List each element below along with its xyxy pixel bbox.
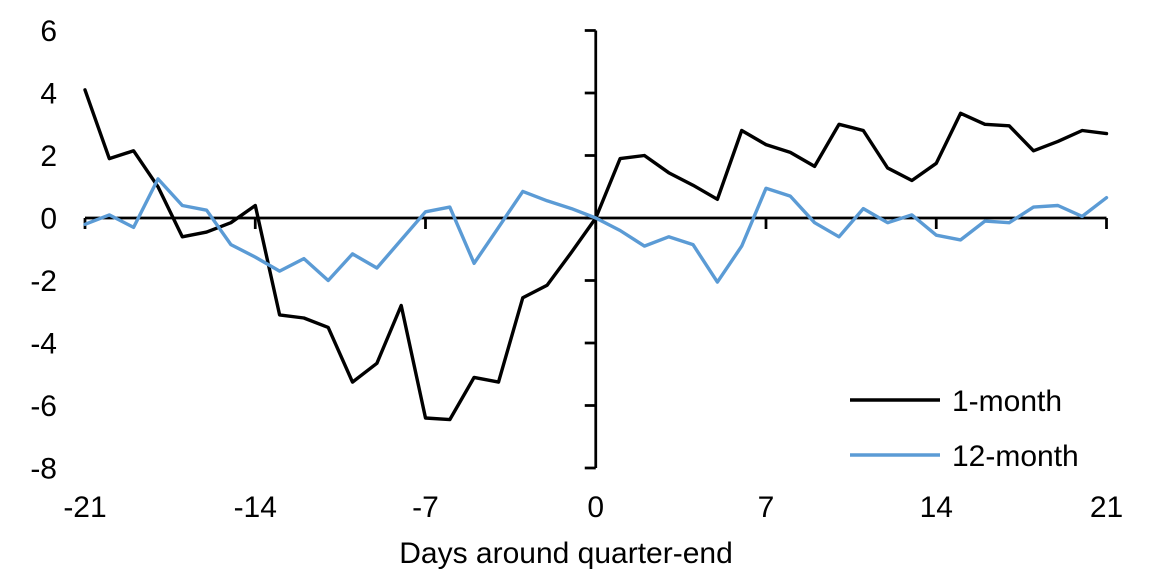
x-tick-label: 0 xyxy=(587,491,604,524)
legend-label-12-month: 12-month xyxy=(952,440,1079,473)
y-tick-label: 4 xyxy=(40,78,57,111)
x-axis-title: Days around quarter-end xyxy=(399,537,733,570)
x-tick-label: 14 xyxy=(920,491,953,524)
series-line-12-month xyxy=(83,177,1109,284)
x-tick-label: -7 xyxy=(412,491,439,524)
y-tick-label: 2 xyxy=(40,140,57,173)
y-tick-label: -8 xyxy=(30,453,57,486)
y-tick-label: 0 xyxy=(40,203,57,236)
legend-label-1-month: 1-month xyxy=(952,385,1062,418)
x-tick-label: -14 xyxy=(234,491,277,524)
y-tick-label: -6 xyxy=(30,390,57,423)
y-tick-label: 6 xyxy=(40,15,57,48)
x-tick-label: 7 xyxy=(758,491,775,524)
x-tick-label: 21 xyxy=(1090,491,1123,524)
y-tick-label: -2 xyxy=(30,265,57,298)
y-tick-label: -4 xyxy=(30,328,57,361)
x-tick-label: -21 xyxy=(63,491,106,524)
